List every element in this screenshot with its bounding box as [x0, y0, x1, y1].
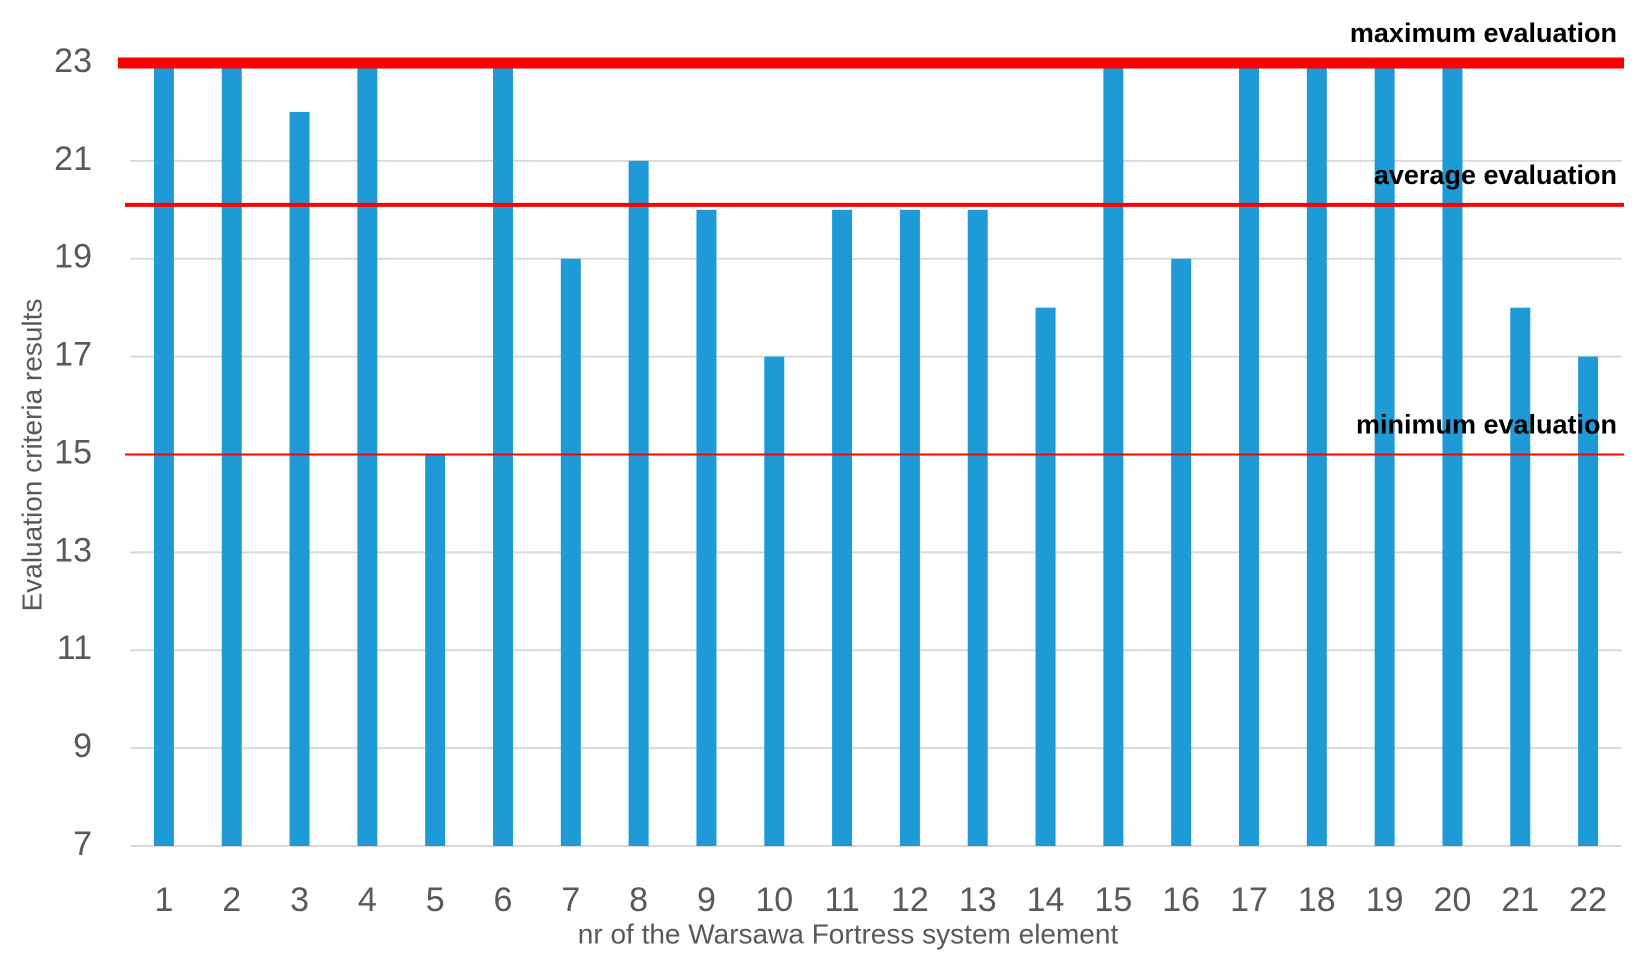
bar — [1510, 307, 1531, 846]
bar — [560, 258, 581, 846]
bar — [1578, 356, 1599, 846]
bar — [696, 209, 717, 846]
x-tick-label: 5 — [426, 881, 445, 919]
x-tick-label: 9 — [697, 881, 716, 919]
bar — [764, 356, 785, 846]
x-tick-label: 14 — [1027, 881, 1065, 919]
x-axis-title: nr of the Warsawa Fortress system elemen… — [578, 918, 1119, 949]
y-tick-label: 21 — [54, 140, 92, 178]
bar — [832, 209, 853, 846]
bar — [1171, 258, 1192, 846]
bar — [1035, 307, 1056, 846]
x-tick-label: 21 — [1501, 881, 1539, 919]
x-tick-label: 8 — [629, 881, 648, 919]
x-tick-label: 6 — [494, 881, 513, 919]
x-tick-label: 22 — [1569, 881, 1607, 919]
x-tick-label: 15 — [1094, 881, 1132, 919]
bar — [899, 209, 920, 846]
y-axis-title: Evaluation criteria results — [16, 299, 47, 612]
bar — [289, 111, 310, 846]
x-tick-label: 2 — [222, 881, 241, 919]
y-tick-label: 9 — [73, 727, 92, 765]
x-tick-label: 11 — [824, 881, 859, 919]
reference-label: maximum evaluation — [1350, 18, 1617, 48]
x-tick-label: 18 — [1298, 881, 1336, 919]
y-tick-label: 7 — [73, 825, 92, 863]
y-tick-label: 23 — [54, 42, 92, 80]
x-tick-label: 20 — [1434, 881, 1472, 919]
reference-label: average evaluation — [1374, 160, 1617, 190]
x-tick-label: 4 — [358, 881, 377, 919]
x-tick-label: 17 — [1230, 881, 1268, 919]
y-tick-label: 15 — [54, 433, 92, 471]
x-tick-label: 1 — [154, 881, 173, 919]
y-tick-label: 11 — [57, 629, 92, 667]
x-tick-label: 13 — [959, 881, 997, 919]
bar — [628, 160, 649, 846]
x-tick-label: 10 — [755, 881, 793, 919]
x-tick-label: 12 — [891, 881, 929, 919]
y-tick-label: 13 — [54, 531, 92, 569]
x-tick-label: 3 — [290, 881, 309, 919]
y-tick-label: 17 — [54, 336, 92, 374]
bar — [967, 209, 988, 846]
x-tick-label: 7 — [561, 881, 580, 919]
x-tick-label: 16 — [1162, 881, 1200, 919]
reference-label: minimum evaluation — [1356, 410, 1617, 440]
bar — [425, 454, 446, 846]
y-tick-label: 19 — [54, 238, 92, 276]
x-tick-label: 19 — [1366, 881, 1404, 919]
